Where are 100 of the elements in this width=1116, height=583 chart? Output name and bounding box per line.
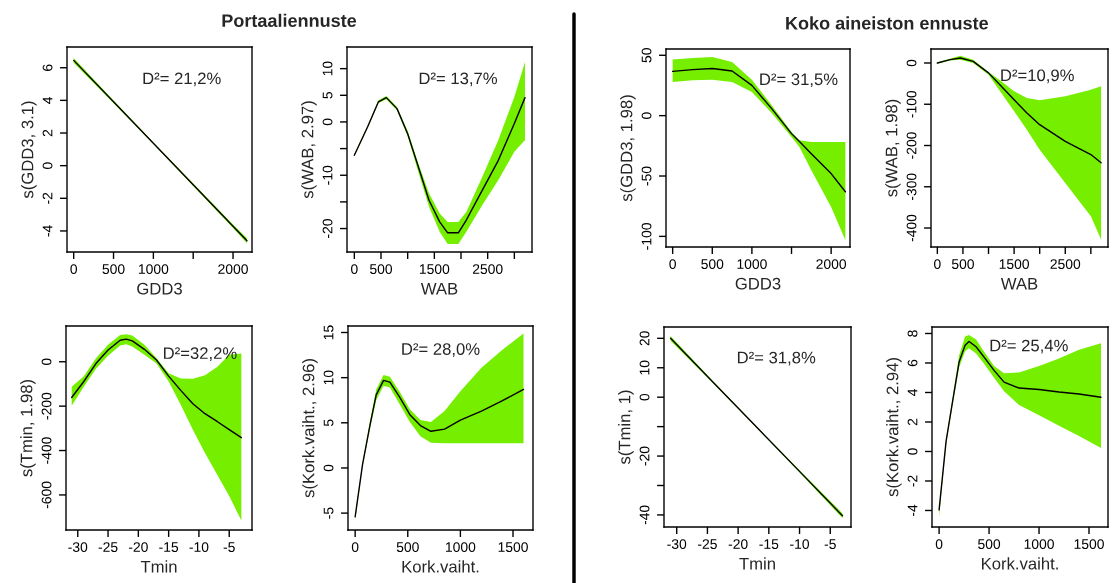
x-tick-label: 500: [701, 259, 724, 270]
x-tick-label: 500: [951, 259, 974, 270]
x-axis-title: Tmin: [739, 557, 775, 570]
y-tick-label: -4: [42, 225, 53, 237]
x-tick-label: 1000: [737, 259, 767, 270]
annotation: D²= 25,4%: [990, 339, 1068, 354]
y-tick-label: 0: [907, 448, 918, 455]
annotation: D²= 21,2%: [143, 72, 221, 87]
x-axis-title: Kork.vaiht.: [402, 560, 479, 573]
y-axis-title: s(Kork.vaiht., 2.94): [886, 358, 902, 497]
x-tick-label: -5: [223, 542, 235, 553]
annotation: D²=10,9%: [1001, 69, 1074, 84]
x-tick-label: 0: [669, 259, 676, 270]
text: Koko aineiston ennuste: [786, 16, 989, 30]
annotation: D²= 28,0%: [402, 343, 480, 357]
x-tick-label: 0: [935, 539, 943, 550]
y-tick-label: -100: [906, 90, 917, 118]
y-axis-title: s(Kork.vaiht., 2.96): [302, 359, 318, 498]
y-tick-label: 0: [322, 118, 333, 126]
x-axis-title: Kork.vaiht.: [982, 557, 1058, 570]
annotation: D²=32,2%: [164, 347, 237, 361]
y-tick-label: -2: [907, 475, 918, 487]
y-tick-label: 4: [907, 389, 918, 397]
x-tick-label: -25: [98, 542, 118, 553]
x-tick-label: -30: [68, 542, 88, 553]
y-tick-label: -400: [41, 437, 52, 464]
y-tick-label: -600: [41, 481, 52, 509]
annotation: D²= 31,5%: [760, 73, 838, 88]
x-tick-label: 2000: [218, 264, 248, 275]
y-axis-title: s(Tmin, 1.98): [20, 379, 36, 477]
x-axis-title: GDD3: [735, 277, 781, 290]
y-tick-label: 0: [641, 112, 652, 119]
y-tick-label: 5: [322, 92, 333, 99]
y-tick-label: 2: [42, 129, 53, 137]
x-tick-label: 0: [934, 259, 941, 270]
y-tick-label: 2: [907, 418, 918, 426]
x-tick-label: 1500: [498, 542, 528, 553]
y-tick-label: -200: [906, 132, 917, 159]
y-tick-label: 6: [42, 64, 53, 71]
y-tick-label: -10: [322, 165, 333, 185]
y-tick-label: 0: [906, 59, 917, 67]
x-tick-label: -10: [189, 542, 209, 553]
x-tick-label: -10: [790, 539, 810, 550]
x-tick-label: 1000: [446, 542, 476, 553]
x-tick-label: -15: [159, 542, 179, 553]
y-tick-label: 6: [907, 359, 918, 367]
x-tick-label: -30: [667, 539, 687, 550]
x-tick-label: -5: [824, 539, 836, 550]
y-axis-title: s(Tmin, 1): [618, 390, 634, 465]
x-tick-label: 1000: [138, 264, 169, 275]
x-tick-label: -20: [728, 539, 748, 550]
y-tick-label: -50: [641, 166, 652, 186]
y-tick-label: -20: [322, 219, 333, 238]
y-tick-label: 10: [322, 61, 333, 76]
x-tick-label: 1500: [1074, 539, 1104, 550]
y-tick-label: 5: [323, 419, 334, 427]
annotation: D²= 13,7%: [419, 72, 498, 87]
x-tick-label: -25: [698, 539, 717, 550]
y-axis-title: s(GDD3, 3.1): [21, 101, 37, 199]
y-tick-label: 0: [639, 393, 650, 401]
y-tick-label: 8: [907, 330, 918, 337]
y-tick-label: 10: [323, 370, 334, 385]
x-tick-label: 500: [978, 539, 1001, 550]
x-tick-label: 1000: [1024, 539, 1054, 550]
x-tick-label: 1500: [999, 259, 1030, 270]
y-tick-label: -400: [906, 214, 917, 242]
x-tick-label: 0: [351, 264, 358, 275]
y-tick-label: 0: [42, 162, 53, 169]
y-tick-label: 50: [641, 48, 652, 63]
x-tick-label: 1500: [419, 264, 450, 275]
x-tick-label: 2500: [472, 264, 503, 275]
y-tick-label: 20: [639, 331, 650, 346]
y-axis-title: s(GDD3, 1.98): [620, 95, 636, 202]
y-axis-title: s(WAB, 2.97): [301, 101, 317, 199]
x-tick-label: 2500: [1050, 259, 1081, 270]
x-axis-title: WAB: [1000, 277, 1038, 290]
y-tick-label: 15: [323, 325, 334, 340]
x-tick-label: 500: [369, 264, 393, 275]
y-tick-label: -20: [639, 446, 650, 466]
x-tick-label: 500: [102, 264, 125, 275]
y-tick-label: 0: [41, 358, 52, 366]
x-tick-label: -20: [128, 542, 148, 553]
y-tick-label: 0: [323, 464, 334, 472]
y-tick-label: -100: [641, 223, 652, 250]
y-tick-label: -300: [906, 173, 917, 201]
y-tick-label: -40: [639, 505, 650, 525]
x-tick-label: 2000: [816, 259, 847, 270]
annotation: D²= 31,8%: [737, 351, 816, 366]
y-axis-title: s(WAB, 1.98): [885, 99, 901, 197]
x-tick-label: 0: [351, 542, 359, 553]
y-tick-label: -5: [323, 507, 334, 519]
x-axis-title: GDD3: [137, 282, 182, 295]
y-tick-label: -4: [907, 504, 918, 517]
y-tick-label: 4: [42, 96, 53, 104]
y-tick-label: 10: [639, 360, 650, 375]
x-tick-label: -15: [759, 539, 779, 550]
x-tick-label: 0: [70, 264, 78, 275]
x-tick-label: 500: [396, 542, 419, 553]
y-tick-label: -2: [42, 192, 53, 204]
y-tick-label: -200: [41, 392, 52, 420]
